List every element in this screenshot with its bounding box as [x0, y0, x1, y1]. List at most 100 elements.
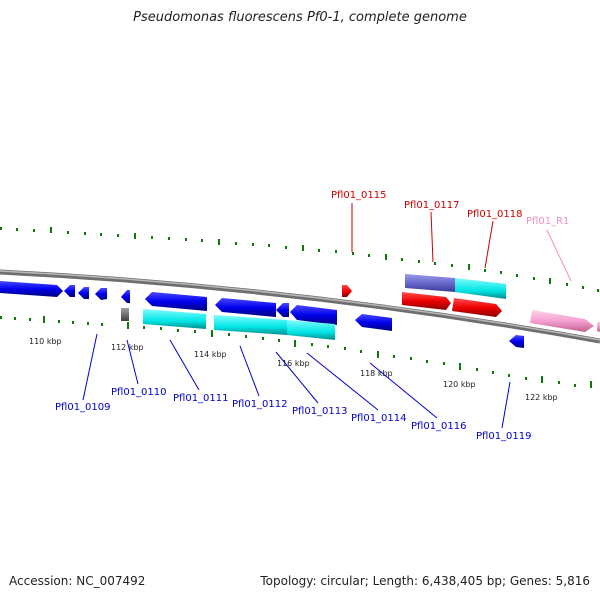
leader-line — [82, 333, 98, 401]
tick-mark — [134, 233, 136, 239]
gene-cyan-a[interactable] — [143, 309, 206, 329]
forward-gene-labels: Pfl01_0115 Pfl01_0117 Pfl01_0118 Pfl01_R… — [331, 190, 569, 227]
tick-mark — [582, 286, 584, 289]
kbp-label: 116 kbp — [277, 359, 310, 368]
tick-mark — [67, 231, 69, 234]
label-leaders — [82, 203, 572, 429]
tick-mark — [508, 374, 510, 377]
tick-mark — [211, 330, 213, 337]
accession-text: Accession: NC_007492 — [9, 574, 146, 588]
tick-mark — [160, 327, 162, 330]
leader-line — [501, 381, 511, 429]
tick-mark — [525, 377, 527, 380]
gene-pfl01-0117[interactable] — [405, 274, 455, 292]
gene-label[interactable]: Pfl01_0109 — [55, 402, 111, 413]
leader-line — [430, 211, 434, 263]
tick-mark — [0, 227, 2, 230]
tick-mark — [574, 384, 576, 387]
gene-label[interactable]: Pfl01_0111 — [173, 393, 229, 404]
tick-mark — [533, 277, 535, 280]
tick-mark — [294, 340, 296, 347]
gene-pfl01-0119[interactable] — [509, 335, 524, 348]
gene-label[interactable]: Pfl01_0114 — [351, 413, 407, 424]
kbp-label: 110 kbp — [29, 337, 62, 346]
gene-pink-partial[interactable] — [597, 321, 600, 332]
gene-red-a[interactable] — [402, 292, 451, 310]
tick-mark — [368, 254, 370, 257]
tick-mark — [344, 347, 346, 350]
leader-line — [369, 362, 438, 419]
gene-pfl01-0115[interactable] — [342, 285, 352, 297]
gene-label[interactable]: Pfl01_0117 — [404, 200, 460, 211]
lower-ticks — [0, 316, 592, 388]
tick-mark — [484, 269, 486, 272]
tick-mark — [278, 339, 280, 342]
tick-mark — [385, 254, 387, 260]
gene-cyan-b[interactable] — [214, 315, 287, 335]
tick-mark — [549, 278, 551, 284]
tick-mark — [558, 381, 560, 384]
gene-pfl01-0113[interactable] — [276, 303, 289, 317]
gene-pfl01-0116[interactable] — [355, 314, 392, 331]
tick-mark — [185, 238, 187, 241]
leader-line — [275, 351, 319, 404]
leader-line — [306, 352, 379, 411]
gene-label[interactable]: Pfl01_0112 — [232, 399, 288, 410]
tick-mark — [459, 363, 461, 370]
gene-label[interactable]: Pfl01_0113 — [292, 406, 348, 417]
kbp-label: 118 kbp — [360, 369, 393, 378]
tick-mark — [14, 317, 16, 320]
gene-label[interactable]: Pfl01_0116 — [411, 421, 467, 432]
forward-strand-genes — [342, 274, 600, 332]
tick-mark — [318, 249, 320, 252]
gene-pfl01-0110[interactable] — [121, 308, 129, 321]
gene-reverse-b[interactable] — [78, 287, 89, 299]
gene-label[interactable]: Pfl01_0118 — [467, 209, 523, 220]
tick-mark — [327, 345, 329, 348]
tick-mark — [168, 237, 170, 240]
leader-line — [239, 345, 260, 397]
tick-mark — [590, 381, 592, 388]
gene-red-b[interactable] — [452, 298, 502, 317]
chromosome-backbone-highlight — [0, 270, 600, 341]
tick-mark — [16, 228, 18, 231]
kbp-label: 112 kbp — [111, 343, 144, 352]
gene-reverse-a[interactable] — [64, 285, 75, 297]
genome-summary-text: Topology: circular; Length: 6,438,405 bp… — [260, 574, 590, 588]
gene-label[interactable]: Pfl01_0115 — [331, 190, 387, 201]
gene-label[interactable]: Pfl01_R1 — [526, 216, 569, 227]
tick-mark — [33, 229, 35, 232]
gene-pfl01-0112[interactable] — [215, 298, 276, 317]
tick-mark — [352, 252, 354, 255]
tick-mark — [262, 337, 264, 340]
tick-mark — [194, 330, 196, 333]
tick-mark — [311, 343, 313, 346]
kbp-label: 120 kbp — [443, 380, 476, 389]
tick-mark — [177, 329, 179, 332]
tick-mark — [434, 262, 436, 265]
gene-pfl01-0111[interactable] — [145, 292, 207, 311]
tick-mark — [72, 321, 74, 324]
gene-pfl01-0118[interactable] — [455, 278, 506, 299]
tick-mark — [0, 316, 2, 319]
gene-reverse-d[interactable] — [121, 290, 130, 303]
gene-pfl01-0114[interactable] — [290, 305, 337, 325]
gene-label[interactable]: Pfl01_0119 — [476, 431, 532, 442]
tick-mark — [235, 242, 237, 245]
tick-mark — [360, 350, 362, 353]
gene-pfl01-0109[interactable] — [0, 281, 63, 297]
tick-mark — [268, 244, 270, 247]
gene-cyan-c[interactable] — [287, 320, 335, 340]
tick-mark — [418, 260, 420, 263]
tick-mark — [451, 264, 453, 267]
leader-line — [546, 229, 572, 282]
gene-reverse-c[interactable] — [95, 288, 107, 300]
tick-mark — [492, 371, 494, 374]
upper-ticks — [0, 227, 599, 292]
kbp-tick-labels: 110 kbp 112 kbp 114 kbp 116 kbp 118 kbp … — [29, 337, 558, 402]
gene-label[interactable]: Pfl01_0110 — [111, 387, 167, 398]
tick-mark — [377, 351, 379, 358]
tick-mark — [218, 239, 220, 245]
gene-pfl01-r1[interactable] — [530, 310, 594, 332]
